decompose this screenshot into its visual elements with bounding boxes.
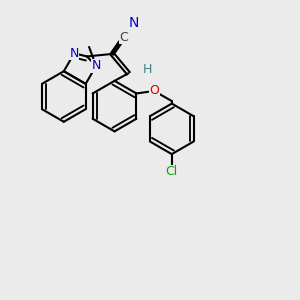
- Text: H: H: [142, 64, 152, 76]
- Text: Cl: Cl: [166, 165, 178, 178]
- Text: O: O: [149, 85, 159, 98]
- Text: C: C: [119, 31, 128, 44]
- Text: N: N: [129, 16, 139, 30]
- Text: N: N: [92, 59, 101, 72]
- Text: N: N: [70, 47, 79, 60]
